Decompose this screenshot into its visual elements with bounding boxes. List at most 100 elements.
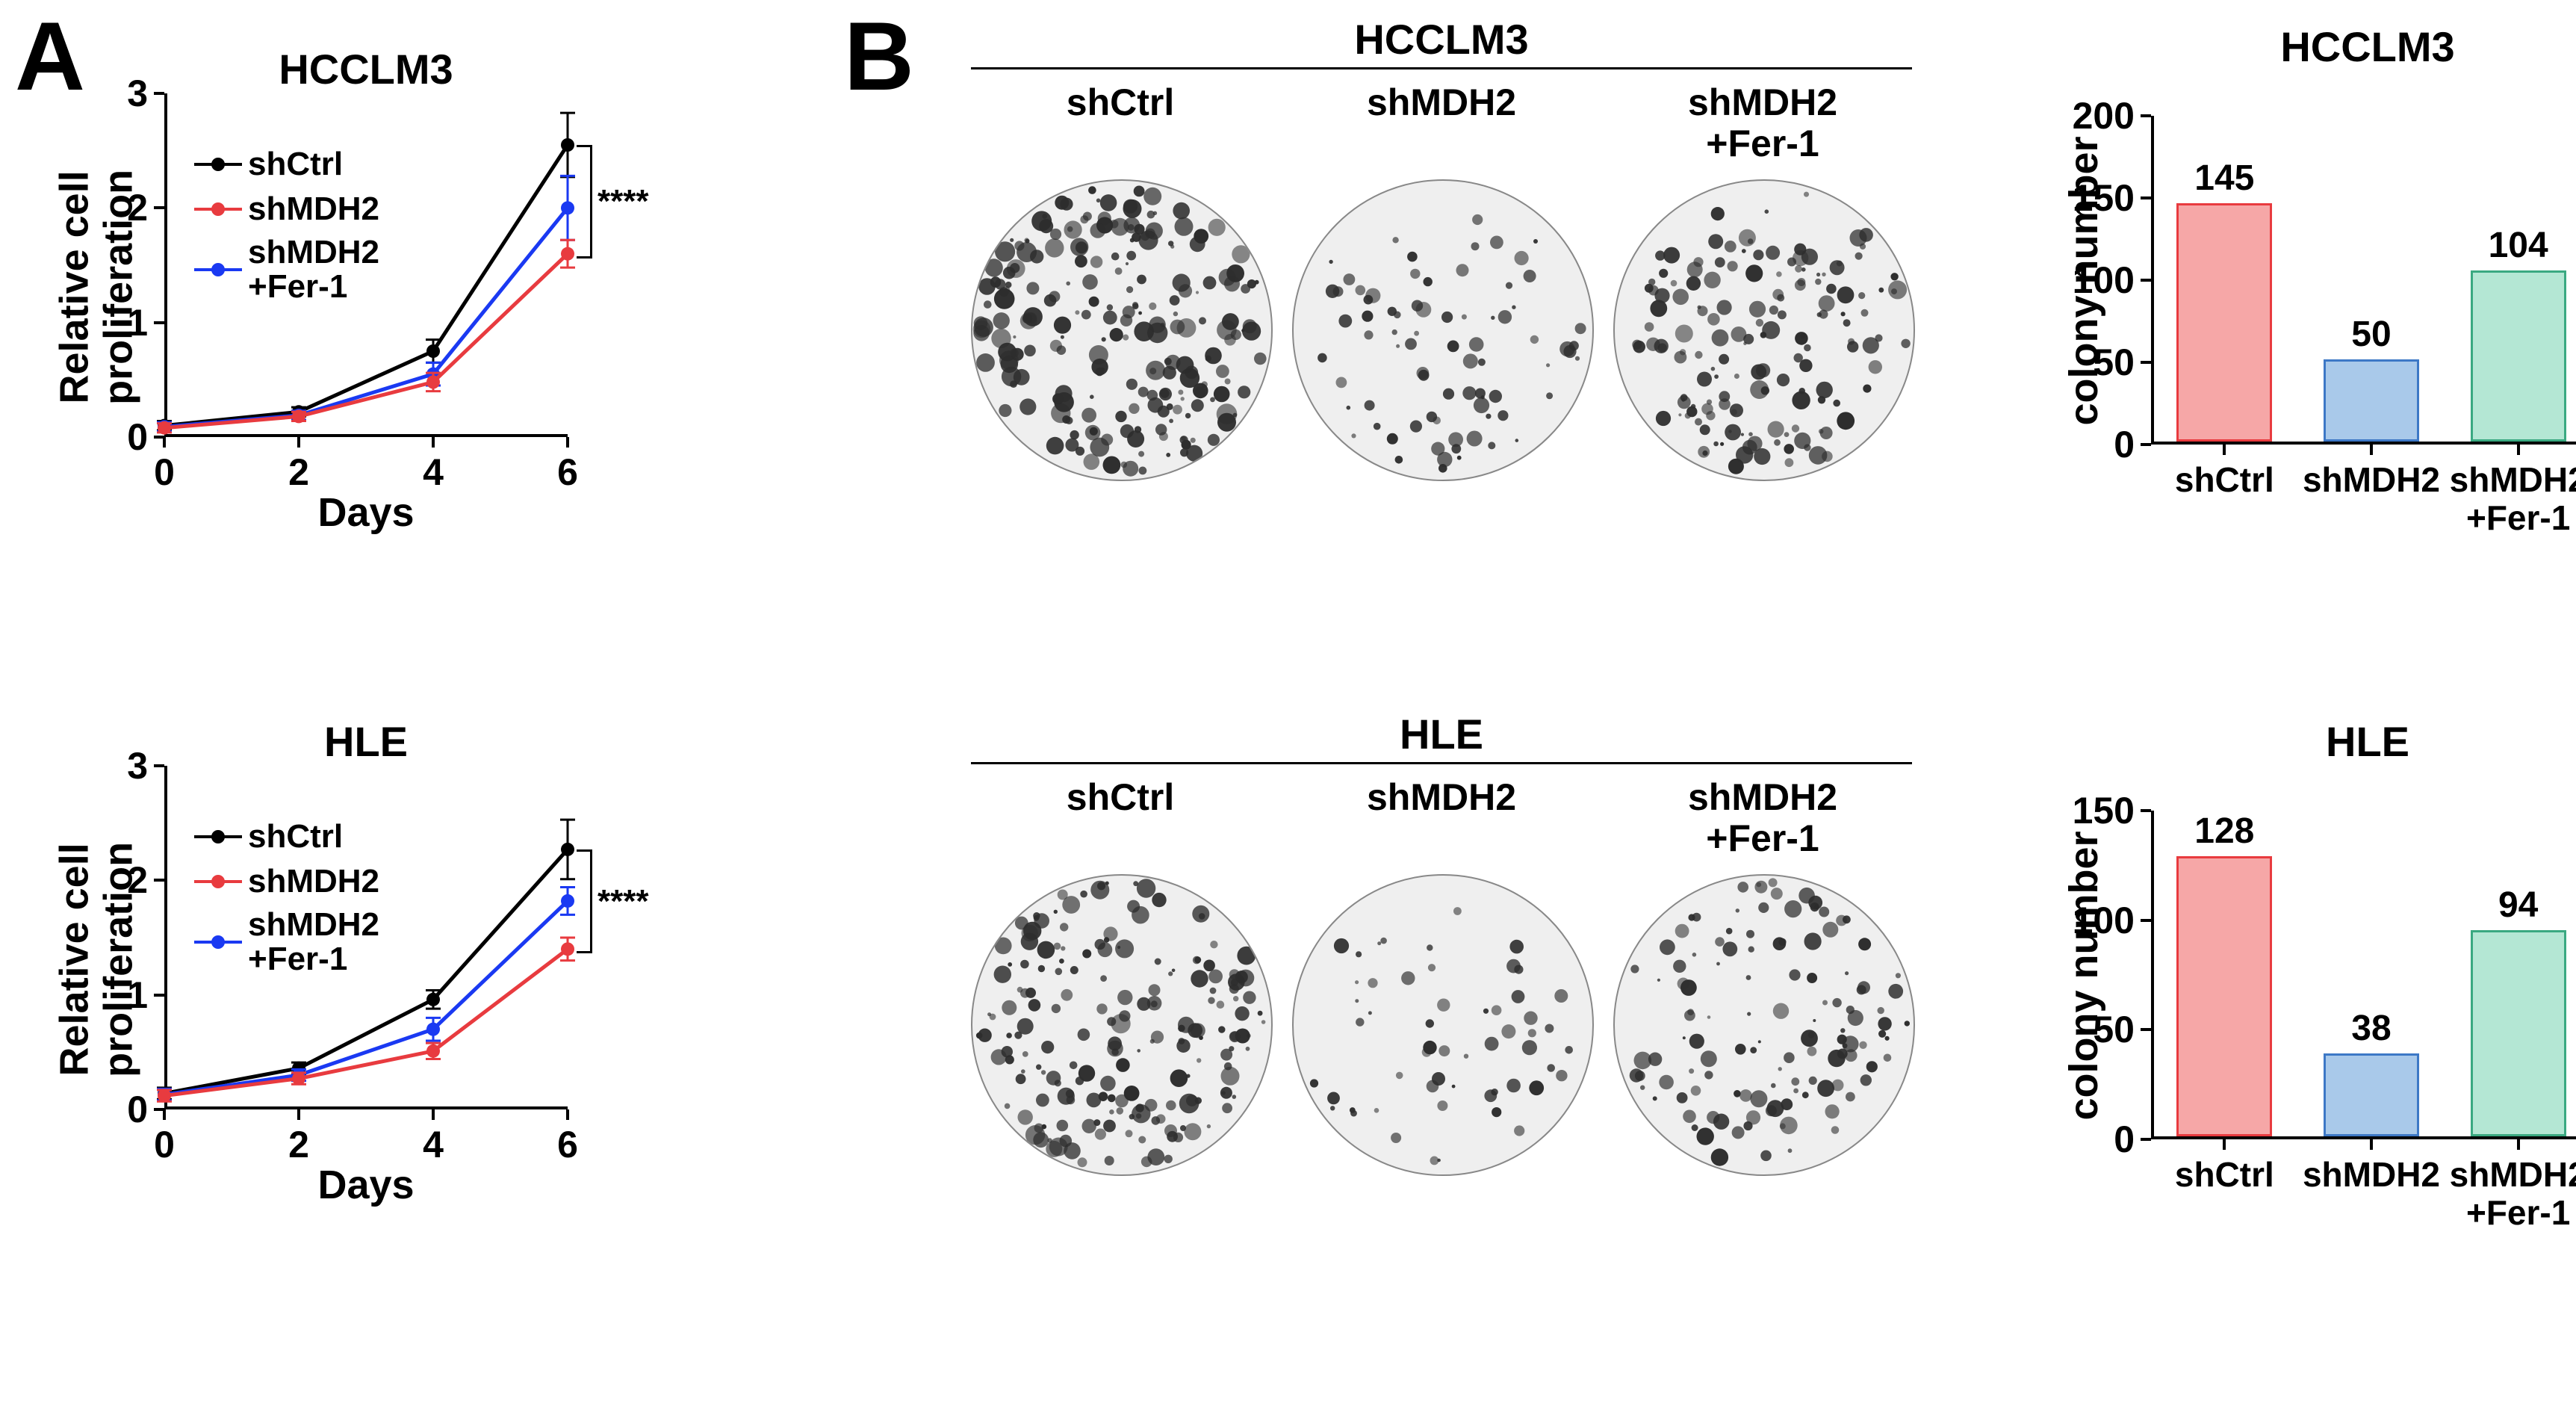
x-tick-label: shCtrl [2151,1156,2298,1194]
legend-marker-icon [194,163,242,166]
data-point [426,1044,440,1058]
y-tick-label: 0 [2114,1118,2135,1161]
x-tick-label: 6 [557,1123,578,1166]
legend-item-shMDH2_Fer1: shMDH2+Fer-1 [194,908,379,976]
chart-title: HLE [164,717,568,766]
x-axis-label: Days [164,1162,568,1208]
x-tick-label: 0 [154,1123,175,1166]
colony-group-title: HCCLM3 [971,15,1912,64]
legend-item-shMDH2_Fer1: shMDH2+Fer-1 [194,235,379,304]
bar-chart-HCCLM3: HCCLM3050100150200colony number145shCtrl… [2054,22,2576,445]
colony-specks-icon [972,876,1271,1174]
panel-letter-b: B [844,7,914,105]
colony-dish [971,874,1273,1176]
data-point [561,894,574,908]
legend-label: shMDH2+Fer-1 [248,908,379,976]
x-tick-label: 4 [423,451,444,494]
y-tick-label: 3 [127,72,148,115]
bar-value-label: 145 [2194,158,2254,199]
legend-marker-icon [194,208,242,211]
x-tick-label: 6 [557,451,578,494]
data-point [561,201,574,214]
legend-item-shCtrl: shCtrl [194,818,343,855]
colony-dish [1292,179,1594,481]
header-rule-icon [971,67,1912,69]
significance-label: **** [598,183,649,220]
header-rule-icon [971,762,1912,764]
data-point [561,247,574,261]
y-axis-label: Relative cellproliferation [53,137,142,436]
bar-value-label: 94 [2498,885,2538,926]
bar-chart-HLE: HLE050100150colony number128shCtrl38shMD… [2054,717,2576,1139]
bar [2471,270,2566,442]
legend-label: shCtrl [248,146,343,183]
colony-column-label: shCtrl [986,82,1255,123]
legend-label: shMDH2 [248,191,379,228]
colony-specks-icon [1294,876,1592,1174]
x-tick-label: shCtrl [2151,461,2298,499]
bar-value-label: 50 [2351,314,2391,355]
colony-column-label: shMDH2 [1307,82,1576,123]
panel-b: HCCLM3shCtrlshMDH2shMDH2+Fer-1HCCLM30501… [941,7,2569,1412]
bar-value-label: 104 [2489,225,2548,266]
colony-dish [1292,874,1594,1176]
x-tick-label: 0 [154,451,175,494]
y-axis-label: colony number [2061,124,2107,438]
x-tick-label: shMDH2 [2298,461,2445,499]
legend-item-shMDH2: shMDH2 [194,191,379,228]
bar [2176,203,2272,442]
plot-area: 01230246Relative cellproliferationDayssh… [164,93,568,437]
colony-specks-icon [1294,181,1592,480]
colony-group-title: HLE [971,710,1912,758]
x-tick-label: 4 [423,1123,444,1166]
bar [2324,359,2419,442]
colony-column-label: shCtrl [986,777,1255,818]
legend-label: shMDH2+Fer-1 [248,235,379,304]
data-point [426,993,440,1006]
legend-item-shCtrl: shCtrl [194,146,343,183]
colony-dish [1613,179,1915,481]
data-point [292,1072,305,1086]
significance-bracket-icon [577,145,592,258]
x-tick-label: 2 [288,451,309,494]
legend-item-shMDH2: shMDH2 [194,863,379,900]
significance-bracket-icon [577,849,592,953]
legend-marker-icon [194,268,242,271]
chart-title: HCCLM3 [164,45,568,93]
legend-label: shCtrl [248,818,343,855]
figure-root: A B HCCLM301230246Relative cellprolifera… [0,0,2576,1421]
bar-value-label: 128 [2194,811,2254,852]
bar [2324,1053,2419,1136]
colony-column-label: shMDH2+Fer-1 [1628,777,1897,859]
colony-column-label: shMDH2 [1307,777,1576,818]
y-tick-label: 0 [2114,423,2135,466]
legend-label: shMDH2 [248,863,379,900]
colony-specks-icon [972,181,1271,480]
colony-specks-icon [1615,181,1914,480]
legend-marker-icon [194,880,242,883]
data-point [426,1023,440,1036]
bar [2471,930,2566,1136]
plot-area: 01230246Relative cellproliferationDayssh… [164,766,568,1109]
legend-marker-icon [194,941,242,944]
x-tick-label: shMDH2+Fer-1 [2445,1156,2576,1231]
x-axis-label: Days [164,489,568,536]
panel-a: HCCLM301230246Relative cellproliferation… [52,45,784,1390]
colony-dish [1613,874,1915,1176]
colony-column-label: shMDH2+Fer-1 [1628,82,1897,164]
colony-specks-icon [1615,876,1914,1174]
line-chart-HLE: HLE01230246Relative cellproliferationDay… [52,717,515,1109]
x-tick-label: shMDH2+Fer-1 [2445,461,2576,536]
data-point [292,409,305,423]
bar-plot-area: 050100150colony number128shCtrl38shMDH29… [2151,811,2576,1139]
y-tick-label: 3 [127,744,148,787]
colony-dish [971,179,1273,481]
legend-marker-icon [194,835,242,838]
bar-value-label: 38 [2351,1008,2391,1049]
significance-label: **** [598,883,649,920]
data-point [158,1089,171,1103]
bar [2176,856,2272,1136]
x-tick-label: 2 [288,1123,309,1166]
data-point [561,138,574,152]
y-axis-label: colony number [2061,819,2107,1133]
